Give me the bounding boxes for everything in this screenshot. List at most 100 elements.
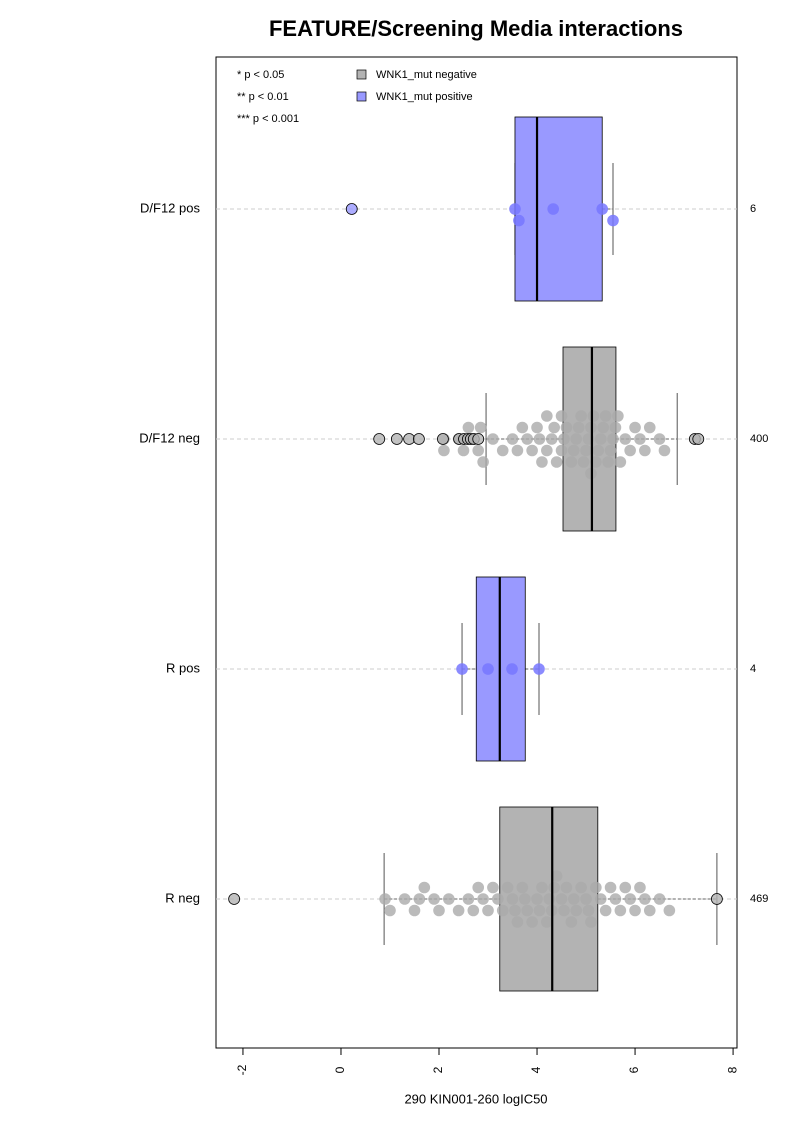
- point: [602, 456, 614, 468]
- point: [614, 456, 627, 468]
- point: [653, 433, 666, 445]
- outlier: [437, 433, 449, 445]
- point: [567, 893, 580, 905]
- point: [472, 444, 485, 457]
- point: [565, 916, 578, 928]
- legend-label: WNK1_mut negative: [376, 69, 477, 81]
- point: [624, 444, 636, 457]
- point: [513, 214, 525, 227]
- legend-swatch: [356, 69, 367, 80]
- point: [492, 893, 504, 905]
- point: [531, 893, 543, 905]
- point: [496, 904, 509, 917]
- point: [433, 904, 445, 917]
- point: [533, 433, 546, 445]
- point: [482, 904, 494, 917]
- point: [597, 421, 609, 434]
- point: [594, 893, 607, 905]
- point: [570, 904, 583, 917]
- point: [594, 433, 607, 445]
- point: [587, 410, 600, 422]
- point: [511, 444, 524, 457]
- point: [541, 916, 553, 928]
- category-label: R neg: [165, 890, 200, 905]
- point: [596, 203, 609, 215]
- point: [472, 881, 485, 894]
- annotation: ** p < 0.01: [237, 91, 289, 103]
- point: [511, 916, 524, 928]
- point: [558, 433, 570, 445]
- x-tick-label: 8: [725, 1066, 739, 1073]
- point: [570, 433, 583, 445]
- point: [428, 893, 440, 905]
- point: [531, 421, 543, 434]
- point: [624, 893, 636, 905]
- point: [501, 881, 514, 894]
- point: [487, 881, 499, 894]
- point: [384, 904, 396, 917]
- point: [474, 421, 487, 434]
- point: [555, 410, 568, 422]
- annotation: * p < 0.05: [237, 69, 284, 81]
- point: [555, 444, 568, 457]
- outlier: [711, 893, 723, 905]
- outlier: [390, 433, 403, 445]
- point: [456, 663, 468, 675]
- category-label: D/F12 neg: [139, 430, 200, 445]
- point: [418, 881, 431, 894]
- point: [582, 904, 595, 917]
- point: [609, 421, 622, 434]
- x-tick-label: 4: [529, 1066, 543, 1073]
- point: [577, 456, 590, 468]
- x-tick-label: 2: [431, 1066, 445, 1073]
- point: [521, 904, 534, 917]
- point: [496, 444, 509, 457]
- point: [408, 904, 421, 917]
- point: [438, 444, 450, 457]
- point: [555, 893, 568, 905]
- point: [607, 433, 619, 445]
- point: [609, 893, 622, 905]
- x-tick-label: -2: [235, 1064, 249, 1075]
- point: [526, 444, 538, 457]
- point: [533, 663, 545, 675]
- point: [379, 893, 391, 905]
- point: [548, 421, 560, 434]
- point: [599, 410, 612, 422]
- point: [560, 421, 573, 434]
- count-label: 4: [750, 663, 756, 675]
- x-axis-label: 290 KIN001-260 logIC50: [404, 1091, 547, 1106]
- point: [558, 904, 570, 917]
- point: [506, 893, 519, 905]
- point: [398, 893, 411, 905]
- point: [550, 456, 563, 468]
- point: [639, 893, 651, 905]
- point: [533, 904, 546, 917]
- outlier: [692, 433, 705, 445]
- point: [543, 893, 556, 905]
- point: [607, 214, 619, 227]
- chart-title: FEATURE/Screening Media interactions: [269, 16, 683, 41]
- point: [516, 881, 529, 894]
- point: [643, 421, 656, 434]
- point: [575, 410, 587, 422]
- point: [604, 881, 617, 894]
- point: [580, 893, 592, 905]
- point: [592, 444, 605, 457]
- point: [604, 444, 617, 457]
- point: [585, 916, 597, 928]
- point: [536, 881, 548, 894]
- point: [482, 663, 494, 675]
- point: [452, 904, 465, 917]
- point: [462, 893, 475, 905]
- legend-swatch: [356, 91, 367, 102]
- point: [487, 433, 499, 445]
- point: [572, 421, 585, 434]
- point: [658, 444, 671, 457]
- point: [643, 904, 656, 917]
- point: [575, 881, 587, 894]
- point: [545, 433, 558, 445]
- point: [612, 410, 624, 422]
- category-label: R pos: [166, 660, 200, 675]
